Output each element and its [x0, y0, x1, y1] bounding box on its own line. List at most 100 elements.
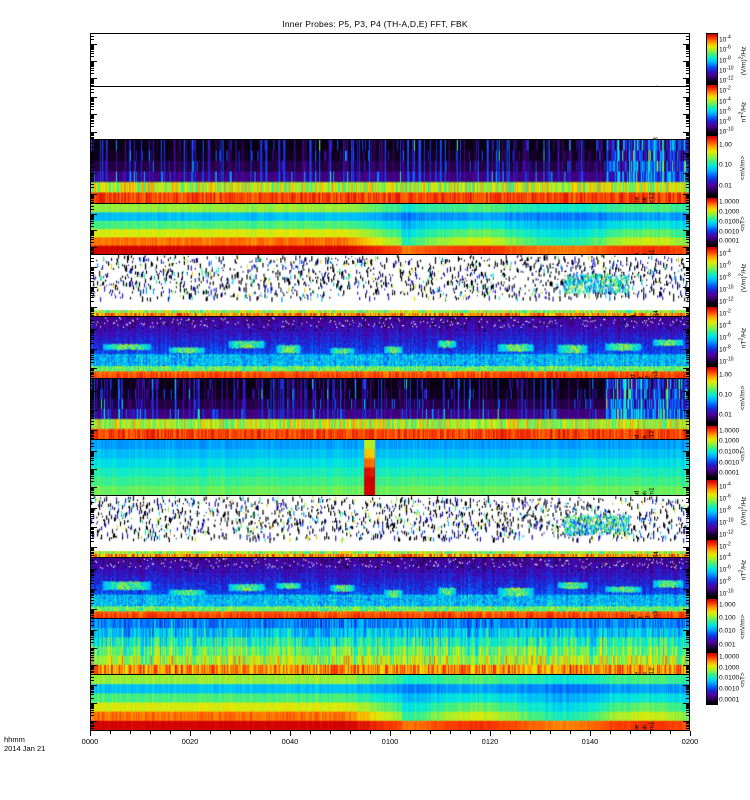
y-tick-mark	[686, 489, 689, 491]
x-minor-tick-mark	[230, 731, 231, 734]
spectrogram-panel-thd-fft-scm3: thdfft32scm3100010010	[91, 317, 689, 379]
colorbar-ticks: 1.0000 0.1000 0.0100 0.0010 0.0001 <nT>	[717, 653, 750, 704]
y-tick-mark	[91, 219, 94, 220]
y-tick-mark	[686, 158, 689, 160]
y-tick-mark	[91, 518, 94, 520]
y-tick-mark	[91, 322, 94, 324]
y-tick-mark	[686, 288, 689, 290]
colorbar-tick-label: 10-10	[719, 65, 734, 75]
y-tick-mark	[686, 721, 689, 723]
y-tick-mark	[91, 308, 94, 310]
y-tick-mark	[91, 250, 94, 252]
y-tick-mark	[91, 131, 97, 133]
y-tick-mark	[686, 452, 689, 454]
colorbar-unit-label: (V/m)2/Hz	[738, 263, 748, 293]
y-tick-mark	[91, 330, 94, 332]
colorbar-tha-fft-edc34: 10-4 10-6 10-8 10-10 10-12 (V/m)2/Hz	[706, 33, 748, 85]
y-tick-mark	[91, 384, 94, 386]
y-tick-mark	[91, 723, 94, 725]
colorbar-ticks: 1.00 0.10 0.01 <mV/m>	[717, 136, 750, 196]
y-tick-mark	[686, 475, 689, 477]
y-tick-mark	[686, 395, 689, 397]
y-tick-mark	[91, 267, 97, 269]
y-tick-mark	[686, 490, 689, 492]
y-tick-mark	[91, 451, 97, 453]
y-tick-mark	[686, 238, 689, 240]
y-tick-mark	[686, 652, 689, 654]
y-tick-mark	[686, 68, 689, 70]
panel-label-line: edc34	[653, 551, 661, 557]
y-tick-mark	[686, 312, 689, 314]
y-tick-mark	[686, 36, 689, 38]
colorbar-gradient	[707, 426, 717, 478]
y-tick-mark	[91, 359, 94, 361]
y-tick-mark	[91, 51, 94, 53]
y-tick-mark	[686, 273, 689, 275]
panel-label-line: fft	[637, 551, 645, 557]
y-tick-mark	[91, 329, 94, 331]
panel-label-line: the	[634, 667, 642, 674]
colorbar-the-fft-scm3: 10-2 10-4 10-6 10-8 10-10 nT2/Hz	[706, 538, 748, 599]
y-tick-mark	[91, 654, 94, 656]
y-tick-mark	[686, 414, 689, 416]
y-tick-mark	[686, 257, 689, 259]
y-tick-mark	[91, 196, 94, 198]
y-tick-mark	[686, 369, 689, 371]
y-tick-mark	[91, 46, 94, 48]
y-tick-mark	[686, 297, 689, 299]
panel-image	[91, 317, 689, 378]
y-tick-mark	[686, 420, 689, 422]
y-tick-mark	[686, 391, 689, 393]
x-tick-label: 0040	[281, 737, 299, 746]
y-tick-mark	[91, 709, 94, 711]
y-tick-mark	[91, 541, 94, 543]
y-tick-mark	[91, 117, 94, 119]
y-tick-mark	[686, 271, 689, 273]
y-tick-mark	[91, 328, 97, 330]
y-tick-mark	[91, 487, 94, 489]
y-tick-mark	[91, 455, 94, 457]
y-tick-mark	[91, 721, 94, 723]
y-tick-mark	[91, 610, 94, 612]
y-tick-mark	[686, 471, 689, 473]
panel-label-line: edc12	[649, 667, 657, 673]
y-tick-mark	[91, 48, 94, 50]
y-tick-mark	[91, 507, 97, 509]
y-tick-mark	[686, 555, 689, 557]
y-tick-mark	[686, 501, 689, 503]
x-minor-tick-mark	[610, 731, 611, 734]
y-tick-mark	[91, 230, 97, 232]
y-tick-mark	[683, 61, 689, 63]
colorbar-gradient	[707, 479, 717, 538]
y-tick-mark	[686, 593, 689, 595]
y-tick-mark	[91, 36, 94, 38]
y-tick-mark	[686, 651, 689, 653]
y-tick-mark	[91, 469, 94, 471]
y-tick-mark	[683, 193, 689, 195]
panel-label-thd-fft-edc34: thdfft32edc34	[630, 310, 660, 316]
colorbar-tick-label: 10-8	[719, 55, 731, 65]
spectrogram-panel-the-fbk-scm1: thefbkscm1100010010	[91, 674, 689, 730]
y-tick-mark	[91, 632, 94, 634]
x-minor-tick-mark	[430, 731, 431, 734]
y-tick-mark	[91, 602, 94, 604]
y-tick-mark	[683, 608, 689, 610]
y-tick-mark	[91, 89, 94, 91]
y-tick-mark	[686, 195, 689, 197]
y-tick-mark	[91, 215, 94, 217]
colorbar-tick-label: 10-10	[719, 588, 734, 598]
y-tick-mark	[686, 119, 689, 121]
y-tick-mark	[91, 533, 94, 535]
y-tick-mark	[686, 400, 689, 402]
x-minor-tick-mark	[470, 731, 471, 734]
y-tick-mark	[686, 89, 689, 91]
y-tick-mark	[683, 78, 689, 80]
y-tick-mark	[91, 106, 94, 108]
y-tick-mark	[686, 73, 689, 75]
y-tick-mark	[91, 463, 94, 465]
y-tick-mark	[686, 251, 689, 253]
colorbar-tick-label: 0.1000	[719, 437, 740, 445]
panel-label-line: scm1	[648, 721, 656, 730]
panel-image	[91, 440, 689, 495]
y-tick-mark	[91, 486, 97, 488]
